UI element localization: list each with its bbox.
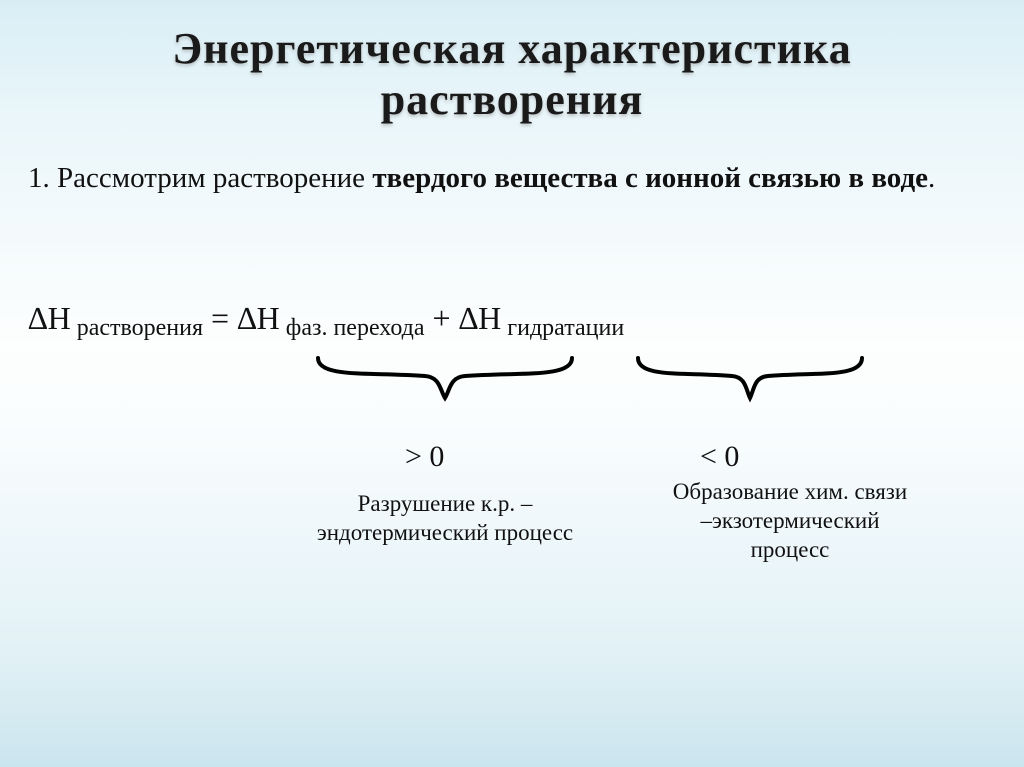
- caption-right: Образование хим. связи –экзотермический …: [625, 478, 955, 564]
- brace-icon: [310, 350, 580, 410]
- title-line-2: растворения: [381, 75, 644, 124]
- eq-plus: +: [425, 300, 459, 336]
- inequality-right: < 0: [700, 440, 739, 474]
- slide-title: Энергетическая характеристика растворени…: [0, 0, 1024, 125]
- caption-right-l1: Образование хим. связи: [673, 479, 907, 504]
- caption-right-l3: процесс: [751, 537, 830, 562]
- intro-bold: твердого вещества с ионной связью в воде: [372, 162, 928, 194]
- eq-sub3: гидратации: [501, 315, 624, 341]
- eq-dh2: ∆H: [237, 300, 280, 336]
- intro-suffix: .: [928, 162, 935, 194]
- brace-right: [630, 350, 870, 410]
- eq-eqsign: =: [203, 300, 237, 336]
- intro-text: 1. Рассмотрим растворение твердого вещес…: [28, 160, 984, 198]
- caption-right-l2: –экзотермический: [700, 508, 879, 533]
- brace-left: [310, 350, 580, 410]
- caption-left-l2: эндотермический процесс: [317, 520, 573, 545]
- caption-left: Разрушение к.р. – эндотермический процес…: [280, 490, 610, 548]
- eq-sub1: растворения: [71, 315, 203, 341]
- inequality-left: > 0: [405, 440, 444, 474]
- caption-left-l1: Разрушение к.р. –: [358, 491, 533, 516]
- intro-prefix: 1. Рассмотрим растворение: [28, 162, 372, 194]
- eq-dh1: ∆H: [28, 300, 71, 336]
- eq-sub2: фаз. перехода: [280, 315, 425, 341]
- brace-icon: [630, 350, 870, 410]
- equation: ∆H растворения = ∆H фаз. перехода + ∆H г…: [28, 300, 996, 337]
- title-line-1: Энергетическая характеристика: [172, 24, 851, 73]
- eq-dh3: ∆H: [459, 300, 502, 336]
